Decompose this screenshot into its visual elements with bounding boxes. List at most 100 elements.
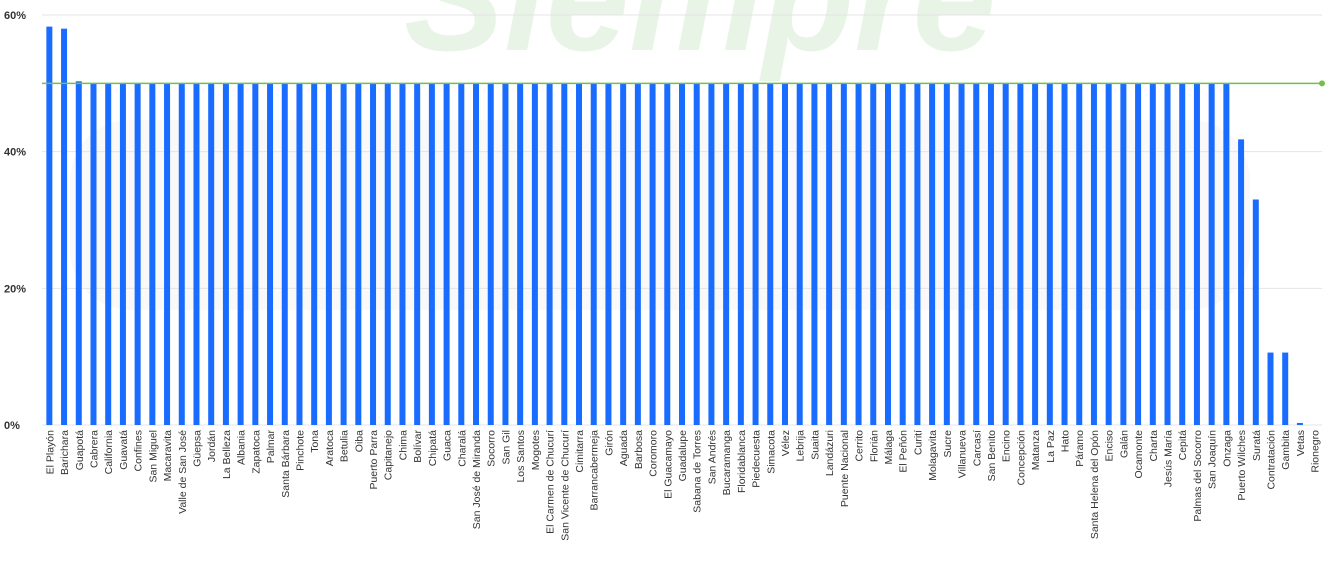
bar[interactable] [222,83,229,425]
bar[interactable] [1017,83,1024,425]
x-tick-label: Lebrija [795,430,807,462]
bar[interactable] [1090,83,1097,425]
bar[interactable] [929,83,936,425]
bar[interactable] [664,83,671,425]
bar[interactable] [502,83,509,425]
bar[interactable] [649,83,656,425]
bar[interactable] [870,83,877,425]
bar[interactable] [723,83,730,425]
bar[interactable] [884,83,891,425]
bar[interactable] [1164,83,1171,425]
bar[interactable] [737,83,744,425]
x-tick-label: Gambita [1280,430,1292,470]
bar[interactable] [443,83,450,425]
y-tick-label: 20% [4,283,26,295]
x-tick-label: Carcasí [971,430,983,466]
bar[interactable] [325,83,332,425]
bar[interactable] [781,83,788,425]
bar[interactable] [134,83,141,425]
bar[interactable] [620,83,627,425]
bar[interactable] [1061,83,1068,425]
bar[interactable] [590,83,597,425]
bar[interactable] [973,83,980,425]
bar[interactable] [708,83,715,425]
bar[interactable] [267,83,274,425]
bar[interactable] [1223,83,1230,425]
bar[interactable] [458,83,465,425]
bar[interactable] [46,26,53,425]
bar[interactable] [370,83,377,425]
x-tick-label: Cimitarra [574,430,586,473]
bar[interactable] [561,83,568,425]
y-tick-label: 40% [4,147,26,159]
bar[interactable] [61,28,68,426]
x-tick-label: Sabana de Torres [692,430,704,513]
bar[interactable] [840,83,847,425]
bar[interactable] [414,83,421,425]
bar[interactable] [1046,83,1053,425]
bar[interactable] [1105,83,1112,425]
bar[interactable] [914,83,921,425]
y-tick-label: 60% [4,10,26,22]
bar[interactable] [752,83,759,425]
bar[interactable] [164,83,171,425]
x-tick-label: Barbosa [633,430,645,469]
bar[interactable] [1135,83,1142,425]
x-tick-label: Guavatá [118,430,130,470]
bar[interactable] [958,83,965,425]
bar[interactable] [105,83,112,425]
bar[interactable] [811,83,818,425]
bar[interactable] [296,83,303,425]
bar[interactable] [281,83,288,425]
bar[interactable] [855,83,862,425]
bar[interactable] [1120,83,1127,425]
x-tick-label: Jordán [206,430,218,462]
bar[interactable] [546,83,553,425]
bar[interactable] [178,83,185,425]
bar[interactable] [208,83,215,425]
bar[interactable] [1282,352,1289,425]
bar[interactable] [679,83,685,425]
bar[interactable] [193,83,200,425]
bar[interactable] [1032,83,1039,425]
bar[interactable] [987,83,994,425]
bar[interactable] [1267,352,1274,425]
bar[interactable] [428,83,435,425]
x-tick-label: San Vicente de Chucurí [559,430,571,541]
bar[interactable] [399,83,406,425]
bar[interactable] [252,83,259,425]
bar[interactable] [473,83,480,425]
bar[interactable] [1002,83,1009,425]
bar[interactable] [1296,422,1303,425]
bar[interactable] [90,83,97,425]
x-tick-label: Simacota [765,430,777,474]
bar[interactable] [311,83,318,425]
bar[interactable] [943,83,950,425]
bar[interactable] [605,83,612,425]
bar[interactable] [517,83,524,425]
bar[interactable] [576,83,583,425]
bar[interactable] [796,83,803,425]
bar[interactable] [826,83,833,425]
bar[interactable] [1238,139,1245,425]
bar[interactable] [237,83,244,425]
bar[interactable] [1208,83,1215,425]
bar[interactable] [1149,83,1156,425]
bar[interactable] [634,83,641,425]
x-tick-label: El Playón [44,430,56,475]
bar[interactable] [487,83,494,425]
bar[interactable] [899,83,906,425]
bar[interactable] [384,83,391,425]
bar[interactable] [1252,199,1259,426]
bar[interactable] [340,83,347,425]
bar[interactable] [149,83,156,425]
bar[interactable] [767,83,774,425]
bar[interactable] [1193,83,1200,425]
bar[interactable] [75,81,82,426]
bar[interactable] [531,83,538,425]
bar[interactable] [355,83,362,425]
bar[interactable] [1179,83,1186,425]
bar[interactable] [1076,83,1083,425]
bar[interactable] [119,83,126,425]
bar[interactable] [693,83,700,425]
